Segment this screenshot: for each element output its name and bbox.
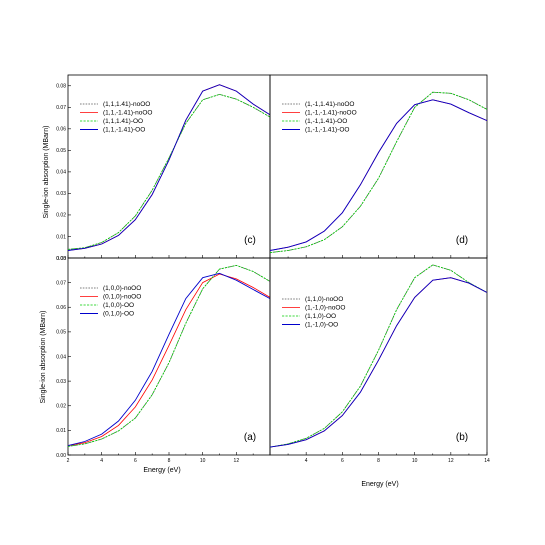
legend-label: (1,-1,-1.41)-noOO [305,110,357,117]
legend-label: (1,1,0)-OO [305,313,336,320]
y-tick-label: 0.06 [56,305,66,311]
series-line [269,91,488,253]
y-tick-label: 0.08 [56,256,66,262]
y-tick-label: 0.04 [56,170,66,176]
y-tick-label: 0.07 [56,105,66,111]
panel-b: 4 6 8 10 12 14 (1,1,0)-noOO (1,-1,0)-noOO(1,1,0… [269,257,490,464]
x-axis-label-right: Energy (eV) [361,481,398,488]
x-tick-label: 12 [234,458,240,464]
series-line [269,264,488,448]
series-line [269,277,488,448]
panel-label: (c) [244,235,256,246]
x-tick-label: 2 [67,458,70,464]
legend-label: (0,1,0)-noOO [103,294,141,301]
plot-frame [67,257,271,456]
plot-frame [269,74,488,259]
legend-label: (1,1,-1.41)-noOO [103,110,153,117]
x-tick-label: 8 [377,458,380,464]
series-line [67,84,271,251]
x-tick-label: 4 [100,458,103,464]
y-tick-label: 0.01 [56,428,66,434]
y-axis-label-bottom: Single-ion absorption (MBarn) [40,311,47,404]
y-tick-label: 0.02 [56,213,66,219]
y-tick-label: 0.02 [56,404,66,410]
series-line [67,93,271,250]
x-tick-label: 10 [200,458,206,464]
panel-d: (1,-1,1.41)-noOO (1,-1,-1.41)-noOO(1,-1,1… [269,74,488,259]
series-line [67,272,271,447]
y-tick-label: 0.04 [56,354,66,360]
y-tick-label: 0.00 [56,256,66,262]
panel-c: 0.00 0.01 0.02 0.03 0.04 0.05 0.06 0.07 0.08 (1,1… [56,74,271,262]
legend-label: (0,1,0)-OO [103,311,134,318]
panel-label: (a) [244,432,256,443]
x-tick-label: 12 [448,458,454,464]
panel-a: 0.00 0.01 0.02 0.03 0.04 0.05 0.06 0.07 0.08 2 4 6 8… [56,256,271,464]
y-tick-label: 0.03 [56,379,66,385]
y-tick-label: 0.01 [56,234,66,240]
legend-label: (1,1,0)-noOO [305,296,343,303]
x-tick-label: 6 [341,458,344,464]
x-tick-label: 4 [305,458,308,464]
series-line [269,277,488,448]
legend-label: (1,-1,0)-noOO [305,305,345,312]
series-line [269,264,488,448]
plot-frame [269,257,488,456]
y-tick-label: 0.05 [56,148,66,154]
series-line [67,273,271,446]
series-line [269,99,488,251]
series-line [269,99,488,251]
legend-label: (1,0,0)-OO [103,302,134,309]
x-tick-label: 14 [484,458,490,464]
y-tick-label: 0.00 [56,453,66,459]
panel-label: (b) [456,432,468,443]
y-tick-label: 0.06 [56,127,66,133]
y-tick-label: 0.08 [56,84,66,90]
series-line [67,93,271,250]
plot-frame [67,74,271,259]
series-line [67,264,271,447]
legend-label: (1,0,0)-noOO [103,285,141,292]
series-line [67,84,271,251]
legend-label: (1,-1,1.41)-noOO [305,101,355,108]
x-tick-label: 10 [412,458,418,464]
legend-label: (1,1,1.41)-noOO [103,101,150,108]
legend-label: (1,-1,1.41)-OO [305,118,347,125]
legend-label: (1,1,-1.41)-OO [103,127,145,134]
x-axis-label-left: Energy (eV) [143,467,180,474]
x-tick-label: 8 [168,458,171,464]
legend-label: (1,1,1.41)-OO [103,118,143,125]
y-tick-label: 0.05 [56,330,66,336]
x-tick-label: 6 [134,458,137,464]
y-axis-label-top: Single-ion absorption (MBarn) [43,126,50,219]
y-tick-label: 0.07 [56,280,66,286]
legend-label: (1,-1,0)-OO [305,322,338,329]
series-line [67,264,271,447]
y-tick-label: 0.03 [56,191,66,197]
series-line [269,91,488,253]
panel-label: (d) [456,235,468,246]
legend-label: (1,-1,-1.41)-OO [305,127,349,134]
